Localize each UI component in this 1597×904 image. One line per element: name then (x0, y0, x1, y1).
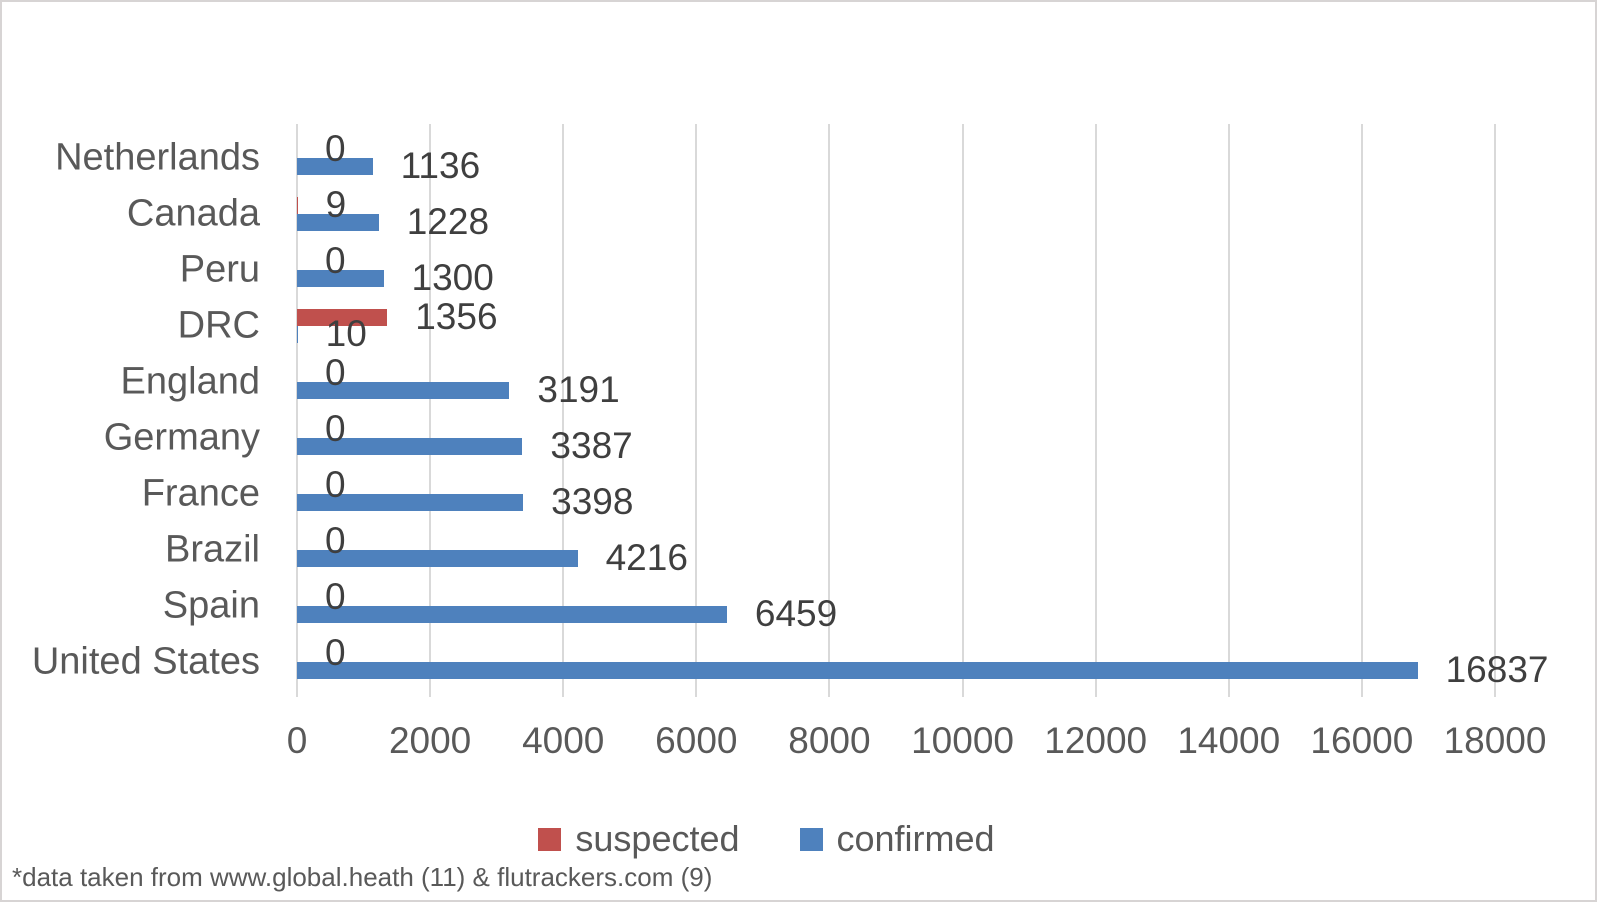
x-axis-tick-label: 2000 (388, 720, 472, 761)
x-axis-tick-label: 8000 (788, 720, 871, 761)
confirmed-value-label: 1300 (411, 256, 494, 298)
gridline (562, 124, 565, 697)
legend-swatch-confirmed-icon (799, 827, 823, 851)
bar-confirmed (297, 606, 727, 623)
gridline (1360, 124, 1363, 697)
bar-suspected (297, 197, 298, 214)
confirmed-value-label: 16837 (1445, 648, 1549, 690)
category-label: Canada (126, 192, 260, 235)
bar-confirmed (297, 550, 578, 567)
category-label: Germany (103, 416, 260, 459)
bar-confirmed (297, 158, 373, 175)
bar-confirmed (297, 494, 524, 511)
category-label: France (141, 472, 260, 515)
category-label: Spain (162, 584, 260, 627)
confirmed-value-label: 10 (325, 312, 367, 354)
legend-label-suspected: suspected (575, 818, 740, 859)
category-label: England (120, 360, 260, 403)
suspected-value-label: 0 (325, 631, 346, 673)
confirmed-value-label: 6459 (754, 592, 838, 634)
bar-confirmed (297, 438, 523, 455)
suspected-value-label: 0 (325, 351, 346, 393)
gridline (1227, 124, 1230, 697)
bar-confirmed (297, 662, 1418, 679)
suspected-value-label: 0 (325, 463, 346, 505)
suspected-value-label: 0 (325, 239, 346, 281)
category-label: United States (31, 640, 260, 683)
suspected-value-label: 1356 (415, 295, 498, 337)
x-axis-tick-label: 0 (286, 720, 308, 761)
gridline (961, 124, 964, 697)
bar-confirmed (297, 270, 384, 287)
category-label: Brazil (164, 528, 260, 571)
bar-suspected (297, 309, 388, 326)
legend-swatch-suspected-icon (538, 827, 562, 851)
confirmed-value-label: 1136 (400, 144, 481, 186)
gridline (695, 124, 698, 697)
category-label: DRC (177, 304, 260, 347)
suspected-value-label: 9 (325, 183, 347, 225)
gridline (296, 124, 298, 697)
confirmed-value-label: 3387 (550, 424, 633, 466)
legend-item-confirmed: confirmed (799, 818, 995, 860)
bar-confirmed (297, 214, 379, 231)
source-footnote: *data taken from www.global.heath (11) &… (12, 862, 713, 892)
x-axis-tick-label: 6000 (655, 720, 738, 761)
gridline (1094, 124, 1097, 697)
bar-confirmed (297, 326, 298, 343)
category-label: Netherlands (55, 136, 260, 179)
suspected-value-label: 0 (325, 519, 346, 561)
x-axis-tick-label: 10000 (911, 720, 1014, 761)
gridline (1494, 124, 1496, 697)
x-axis-tick-label: 12000 (1044, 720, 1148, 761)
x-axis-tick-label: 18000 (1443, 720, 1547, 761)
confirmed-value-label: 3191 (537, 368, 620, 410)
x-axis-tick-label: 14000 (1177, 720, 1281, 761)
confirmed-value-label: 4216 (605, 536, 688, 578)
suspected-value-label: 0 (325, 127, 346, 169)
suspected-value-label: 0 (325, 407, 346, 449)
x-axis-tick-label: 4000 (522, 720, 605, 761)
confirmed-value-label: 3398 (551, 480, 634, 522)
x-axis-tick-label: 16000 (1310, 720, 1414, 761)
gridline (429, 124, 432, 697)
suspected-value-label: 0 (325, 575, 346, 617)
bar-confirmed (297, 382, 510, 399)
chart-legend: suspected confirmed (2, 818, 1531, 860)
legend-label-confirmed: confirmed (836, 818, 995, 859)
legend-item-suspected: suspected (538, 818, 740, 860)
gridline (828, 124, 831, 697)
confirmed-value-label: 1228 (406, 200, 490, 242)
category-label: Peru (179, 248, 260, 291)
